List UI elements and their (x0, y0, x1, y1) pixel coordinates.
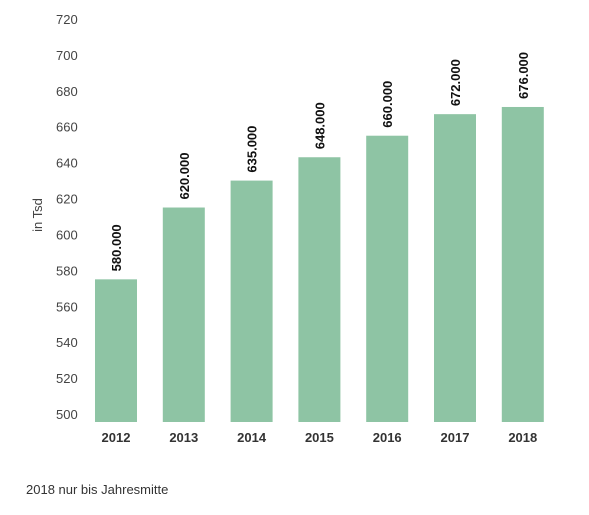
bar-2014 (230, 180, 273, 422)
y-tick-label: 640 (56, 156, 78, 171)
data-label-2014: 635.000 (245, 126, 260, 173)
data-label-2016: 660.000 (380, 81, 395, 128)
bar-2016 (366, 135, 409, 423)
y-axis-ticks: 500 520 540 560 580 600 620 640 660 680 700 720 (56, 12, 78, 422)
y-tick-label: 600 (56, 227, 78, 242)
x-tick-label-2017: 2017 (441, 430, 470, 445)
bar-2015 (298, 157, 341, 422)
x-tick-label-2013: 2013 (169, 430, 198, 445)
y-tick-label: 580 (56, 263, 78, 278)
x-tick-label-2018: 2018 (508, 430, 537, 445)
bar-2018 (501, 106, 544, 423)
bar-2017 (434, 114, 476, 422)
bar-2013 (162, 207, 205, 422)
x-axis-ticks: 2012 2013 2014 2015 2016 2017 2018 (102, 430, 538, 445)
bar-2012 (95, 279, 137, 422)
data-label-2013: 620.000 (177, 153, 192, 200)
footnote: 2018 nur bis Jahresmitte (26, 482, 169, 497)
x-tick-label-2016: 2016 (373, 430, 402, 445)
bars (95, 106, 544, 423)
data-label-2018: 676.000 (516, 52, 531, 99)
y-tick-label: 680 (56, 84, 78, 99)
y-tick-label: 720 (56, 12, 78, 27)
y-tick-label: 700 (56, 48, 78, 63)
y-tick-label: 540 (56, 335, 78, 350)
x-tick-label-2015: 2015 (305, 430, 334, 445)
data-label-2012: 580.000 (109, 224, 124, 271)
x-tick-label-2012: 2012 (102, 430, 131, 445)
data-label-2017: 672.000 (448, 59, 463, 106)
y-tick-label: 660 (56, 120, 78, 135)
y-tick-label: 520 (56, 371, 78, 386)
y-axis-title: in Tsd (30, 198, 45, 232)
bar-data-labels: 580.000 620.000 635.000 648.000 660.000 672.0… (109, 52, 531, 271)
y-tick-label: 500 (56, 407, 78, 422)
y-tick-label: 560 (56, 299, 78, 314)
data-label-2015: 648.000 (312, 102, 327, 149)
x-tick-label-2014: 2014 (237, 430, 267, 445)
y-tick-label: 620 (56, 192, 78, 207)
